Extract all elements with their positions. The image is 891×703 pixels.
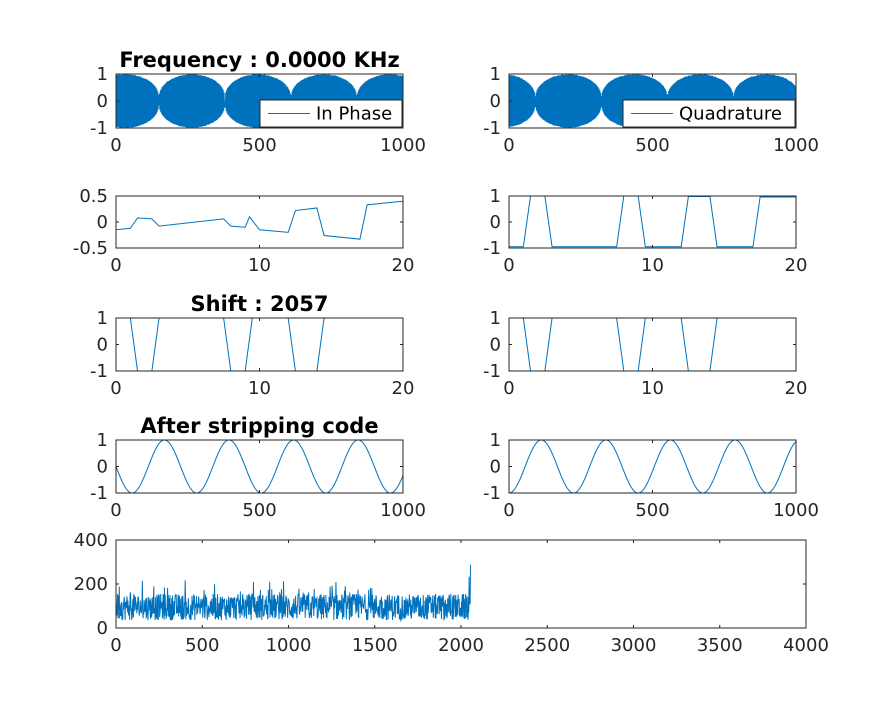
y-tick-label: 1: [490, 430, 501, 451]
x-tick-label: 1000: [380, 500, 426, 521]
y-tick-label: 400: [74, 530, 108, 551]
x-tick-label: 0: [503, 378, 514, 399]
x-tick-label: 3000: [611, 635, 657, 656]
x-tick-label: 20: [392, 255, 415, 276]
y-tick-label: 1: [97, 430, 108, 451]
x-tick-label: 20: [785, 378, 808, 399]
series-line: [116, 200, 403, 240]
x-tick-label: 0: [110, 378, 121, 399]
series-line: [116, 564, 471, 623]
y-tick-label: -1: [483, 238, 501, 259]
x-tick-label: 2500: [524, 635, 570, 656]
x-tick-label: 1500: [352, 635, 398, 656]
x-tick-label: 1000: [266, 635, 312, 656]
x-tick-label: 1000: [773, 500, 819, 521]
x-tick-label: 20: [392, 378, 415, 399]
y-tick-label: 0: [490, 457, 501, 478]
axes-background: [509, 440, 796, 493]
y-tick-label: 0: [490, 212, 501, 233]
x-tick-label: 0: [503, 500, 514, 521]
x-tick-label: 500: [242, 500, 276, 521]
series-line: [509, 318, 796, 371]
x-tick-label: 10: [248, 255, 271, 276]
y-tick-label: -1: [90, 361, 108, 382]
x-tick-label: 0: [503, 255, 514, 276]
y-tick-label: 1: [490, 64, 501, 85]
x-tick-label: 1000: [773, 135, 819, 156]
axes-background: [116, 318, 403, 371]
x-tick-label: 3500: [697, 635, 743, 656]
y-tick-label: 0.5: [79, 186, 108, 207]
series-line: [509, 74, 796, 128]
x-tick-label: 0: [110, 500, 121, 521]
subplot-in_phase_zoom: 0 10 200.50-0.5: [73, 186, 415, 276]
legend: Quadrature: [622, 99, 796, 128]
y-tick-label: -0.5: [73, 238, 108, 259]
subplot-title: After stripping code: [140, 414, 378, 438]
x-tick-label: 0: [110, 135, 121, 156]
x-tick-label: 10: [641, 378, 664, 399]
x-tick-label: 20: [785, 255, 808, 276]
series-line: [509, 440, 796, 493]
y-tick-label: 0: [97, 457, 108, 478]
y-tick-label: 0: [97, 618, 108, 639]
y-tick-label: 0: [97, 91, 108, 112]
y-tick-label: -1: [90, 118, 108, 139]
y-tick-label: 1: [490, 308, 501, 329]
y-tick-label: 1: [97, 308, 108, 329]
y-tick-label: 0: [97, 335, 108, 356]
x-tick-label: 0: [110, 635, 121, 656]
x-tick-label: 0: [503, 135, 514, 156]
x-tick-label: 0: [110, 255, 121, 276]
x-tick-label: 2000: [438, 635, 484, 656]
series-line: [116, 318, 403, 371]
y-tick-label: 1: [97, 64, 108, 85]
x-tick-label: 10: [248, 378, 271, 399]
y-tick-label: -1: [90, 483, 108, 504]
subplot-title: Frequency : 0.0000 KHz: [119, 48, 399, 72]
x-tick-label: 500: [185, 635, 219, 656]
y-tick-label: 0: [97, 212, 108, 233]
legend: In Phase: [259, 99, 403, 128]
axes-background: [509, 318, 796, 371]
legend-label: Quadrature: [679, 104, 782, 125]
axes-background: [116, 196, 403, 248]
y-tick-label: -1: [483, 361, 501, 382]
y-tick-label: -1: [483, 483, 501, 504]
y-tick-label: 200: [74, 574, 108, 595]
subplot-title: Shift : 2057: [191, 292, 329, 316]
y-tick-label: 0: [490, 335, 501, 356]
y-tick-label: -1: [483, 118, 501, 139]
x-tick-label: 500: [242, 135, 276, 156]
x-tick-label: 1000: [380, 135, 426, 156]
x-tick-label: 500: [635, 135, 669, 156]
x-tick-label: 500: [635, 500, 669, 521]
y-tick-label: 0: [490, 91, 501, 112]
y-tick-label: 1: [490, 186, 501, 207]
axes-background: [116, 440, 403, 493]
axes-background: [509, 196, 796, 248]
x-tick-label: 10: [641, 255, 664, 276]
x-tick-label: 4000: [783, 635, 829, 656]
series-line: [509, 196, 796, 248]
legend-label: In Phase: [316, 104, 392, 125]
